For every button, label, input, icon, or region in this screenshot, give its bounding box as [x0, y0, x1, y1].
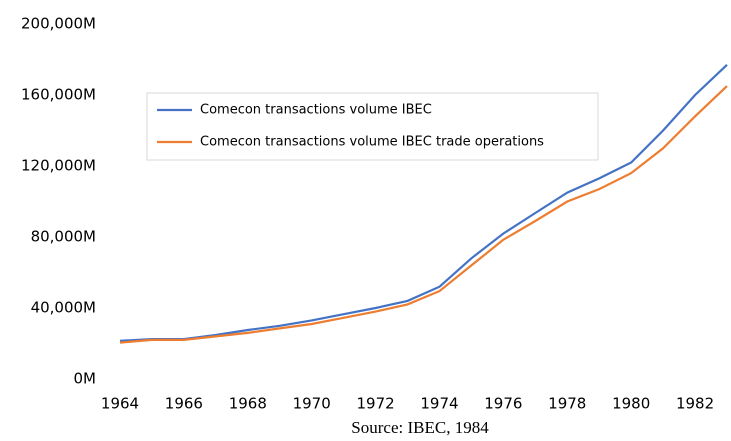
series-line: [119, 64, 728, 342]
x-tick-label: 1966: [165, 395, 203, 413]
x-tick-label: 1968: [229, 395, 267, 413]
x-tick-label: 1972: [356, 395, 394, 413]
y-tick-label: 200,000M: [21, 15, 96, 33]
x-tick-label: 1964: [101, 395, 139, 413]
y-tick-label: 160,000M: [21, 86, 96, 104]
y-tick-label: 40,000M: [31, 299, 96, 317]
legend-label: Comecon transactions volume IBEC trade o…: [200, 135, 544, 150]
x-tick-label: 1978: [548, 395, 586, 413]
series-line: [119, 85, 728, 344]
x-tick-label: 1982: [676, 395, 714, 413]
x-tick-label: 1980: [612, 395, 650, 413]
x-tick-label: 1974: [420, 395, 458, 413]
y-tick-label: 80,000M: [31, 228, 96, 246]
y-tick-label: 0M: [74, 370, 97, 388]
x-tick-label: 1970: [293, 395, 331, 413]
legend-label: Comecon transactions volume IBEC: [200, 103, 432, 118]
y-tick-label: 120,000M: [21, 157, 96, 175]
source-note: Source: IBEC, 1984: [351, 418, 489, 437]
legend-box: [146, 92, 599, 161]
x-tick-label: 1976: [484, 395, 522, 413]
